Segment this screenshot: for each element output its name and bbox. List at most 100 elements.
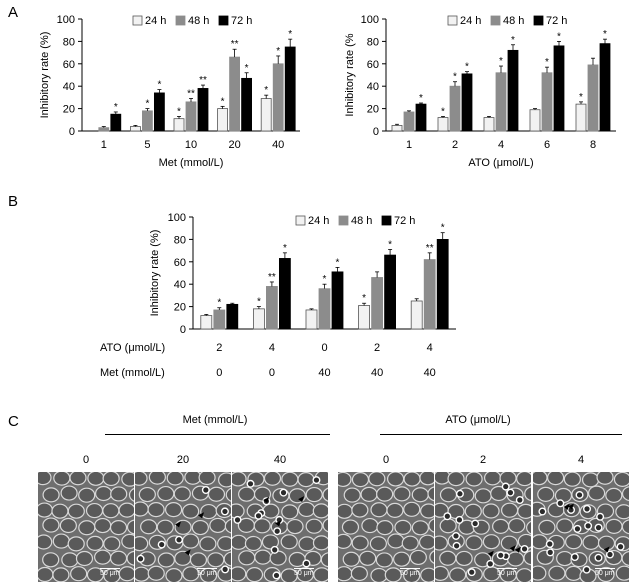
dose-label: 4 [577,454,585,466]
cell [418,534,434,550]
cell [403,472,421,487]
cell [67,503,85,519]
cell [128,487,134,502]
cell [420,503,434,519]
bar [371,277,384,330]
significance-mark: * [336,257,340,268]
rounded-cell [279,488,288,497]
cell [78,520,96,536]
cell [103,536,121,552]
significance-mark: * [276,46,280,57]
legend-label: 72 h [231,15,252,27]
legend-swatch [381,215,392,226]
bar [284,46,296,132]
cell [232,472,247,487]
rounded-cell [175,535,184,544]
bar [553,45,565,132]
cell [102,503,120,519]
cell [350,565,368,582]
bar [599,43,611,132]
rounded-cell [136,554,145,563]
cell [517,503,531,519]
arrowhead-marker [509,545,516,552]
bar [587,64,599,132]
rounded-cell [452,531,461,540]
cell [198,472,216,486]
cell [439,518,457,534]
rounded-cell [312,476,321,485]
cell [174,519,192,535]
cell [597,566,615,582]
scale-bar-label: 50 μm [497,568,517,577]
micrograph-image [135,472,231,582]
row-label-met: Met (mmol/L) [100,367,165,379]
cell [547,472,565,486]
legend-label: 72 h [546,15,567,27]
arrowhead-marker [175,521,182,528]
cell [429,550,434,564]
rounded-cell [471,519,480,528]
cell [157,485,175,502]
cell [376,486,394,502]
cell [70,566,88,582]
cell [556,550,574,567]
rounded-cell [273,527,282,536]
legend-swatch [175,15,186,26]
arrowhead-marker [184,549,191,556]
rounded-cell [302,559,311,568]
bar [252,308,265,330]
bar [213,309,226,330]
y-axis-label: Inhibitory rate (%) [149,230,161,317]
cell [506,551,525,567]
rounded-cell [545,539,554,548]
cell [322,518,328,533]
cell [254,549,272,565]
rounded-cell [573,524,582,533]
significance-mark: * [545,57,549,68]
significance-mark: * [441,106,445,117]
cell [449,567,467,582]
cell [563,472,581,487]
cell [320,552,328,568]
bar [110,113,122,132]
significance-mark: * [221,96,225,107]
cell [376,520,394,536]
cell [499,472,517,486]
cell [38,502,53,518]
cell [483,472,502,486]
cell [387,472,405,487]
cell [343,487,361,503]
y-axis-label: Inhibitory rate (% [344,33,356,116]
rounded-cell [605,550,614,559]
significance-mark: * [557,31,561,42]
cell [305,486,323,503]
cell [135,566,150,582]
cell [223,551,231,567]
x-tick-label: 1 [406,139,412,151]
y-tick-label: 80 [367,36,379,48]
cell [387,533,405,549]
significance-mark: * [264,85,268,96]
cell [360,486,378,503]
bar [529,109,541,132]
significance-mark: * [453,72,457,83]
cell [384,567,402,582]
chart-ato: 0 20 40 60 80 100 Inhibitory rate (% * 1 * * * 2 * * 4 *… [344,14,616,169]
cell [109,520,128,536]
micrograph-image [38,472,134,582]
cell [86,535,104,552]
y-tick-label: 100 [361,14,379,26]
cell [596,472,614,485]
cell [263,472,282,486]
cell [516,472,531,487]
x-tick-label-ato: 4 [427,342,433,354]
legend-swatch [490,15,501,26]
panel-label-c: C [8,413,19,430]
y-tick-label: 0 [69,126,75,138]
rounded-cell [596,512,605,521]
cell [435,565,449,581]
cell [42,517,60,533]
cell [447,472,465,487]
bar [358,305,371,330]
cell [411,520,429,536]
